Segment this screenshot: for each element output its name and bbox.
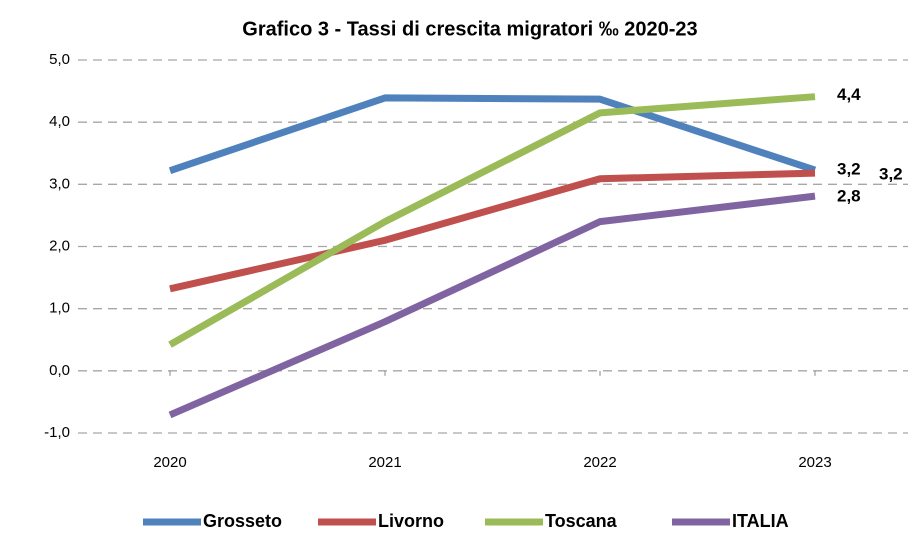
series-line (169, 169, 816, 293)
y-tick-label: -1,0 (44, 424, 70, 441)
y-tick-label: 2,0 (49, 237, 70, 254)
series-line (168, 94, 817, 174)
data-label: 3,2 (879, 165, 903, 184)
y-tick-label: 5,0 (49, 51, 70, 68)
data-label: 3,2 (837, 160, 861, 179)
y-tick-label: 3,0 (49, 175, 70, 192)
y-tick-label: 4,0 (49, 113, 70, 130)
data-label: 2,8 (837, 187, 861, 206)
y-tick-label: 1,0 (49, 300, 70, 317)
chart-title: Grafico 3 - Tassi di crescita migratori … (242, 18, 697, 40)
legend-label: Toscana (545, 511, 618, 531)
x-tick-label: 2022 (583, 454, 616, 471)
legend-label: Grosseto (203, 511, 282, 531)
series-line (168, 192, 816, 419)
y-tick-label: 0,0 (49, 362, 70, 379)
series-line (168, 93, 816, 348)
x-tick-label: 2021 (368, 454, 401, 471)
x-tick-label: 2020 (153, 454, 186, 471)
x-tick-label: 2023 (798, 454, 831, 471)
legend-label: Livorno (378, 511, 444, 531)
data-label: 4,4 (837, 85, 861, 104)
legend-label: ITALIA (732, 511, 789, 531)
